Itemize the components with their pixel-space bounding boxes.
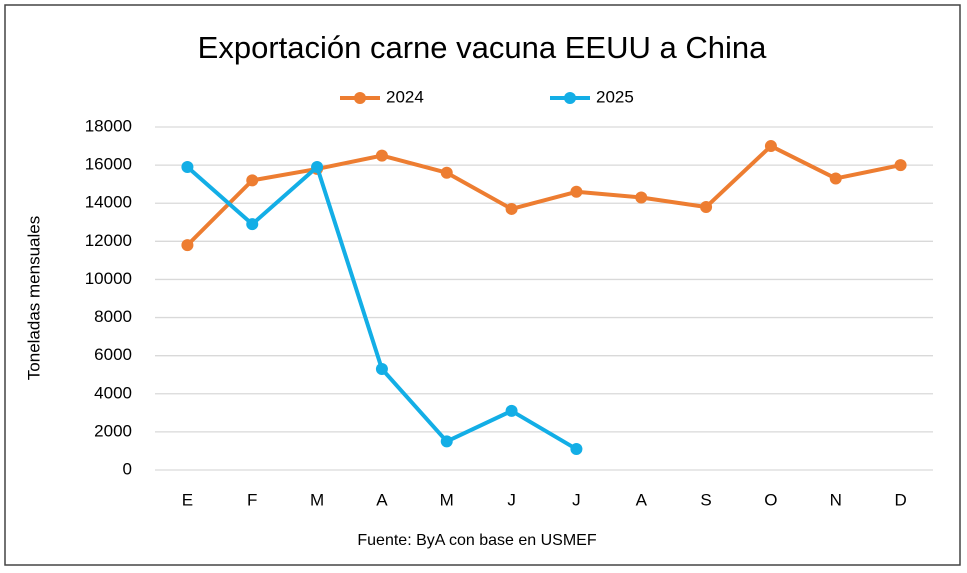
x-tick-label: O [764,490,777,509]
x-tick-label: A [636,490,648,509]
data-point [181,239,194,252]
x-tick-label: J [507,490,516,509]
x-tick-label: J [572,490,581,509]
data-point [375,149,388,162]
data-point [570,443,583,456]
data-point [635,191,648,204]
data-point [375,363,388,376]
data-point [505,404,518,417]
y-tick-label: 0 [123,459,132,478]
chart-title: Exportación carne vacuna EEUU a China [198,30,767,65]
y-tick-label: 2000 [94,421,132,440]
data-point [829,172,842,185]
data-point [505,202,518,215]
y-axis-label: Toneladas mensuales [24,216,43,380]
y-tick-label: 18000 [85,116,132,135]
legend-label: 2025 [596,87,634,106]
y-tick-label: 4000 [94,383,132,402]
series-line [186,144,901,247]
x-tick-label: F [247,490,257,509]
data-point [570,185,583,198]
data-point [311,161,324,174]
data-point [246,174,259,187]
y-tick-label: 14000 [85,193,132,212]
x-tick-label: D [894,490,906,509]
y-tick-label: 12000 [85,231,132,250]
x-tick-label: E [182,490,193,509]
data-point [440,166,453,179]
y-tick-label: 6000 [94,345,132,364]
legend-marker [564,92,576,104]
x-tick-label: M [310,490,324,509]
legend-marker [354,92,366,104]
data-point [764,140,777,153]
y-tick-label: 16000 [85,155,132,174]
x-tick-label: M [440,490,454,509]
y-tick-label: 8000 [94,307,132,326]
data-point [181,161,194,174]
data-point [246,218,259,231]
y-tick-label: 10000 [85,269,132,288]
data-point [700,201,713,214]
chart-border [4,4,961,566]
x-tick-label: A [376,490,388,509]
data-point [894,159,907,172]
data-point [440,435,453,448]
source-note: Fuente: ByA con base en USMEF [357,532,596,549]
x-tick-label: N [830,490,842,509]
x-tick-label: S [700,490,711,509]
legend-label: 2024 [386,87,424,106]
